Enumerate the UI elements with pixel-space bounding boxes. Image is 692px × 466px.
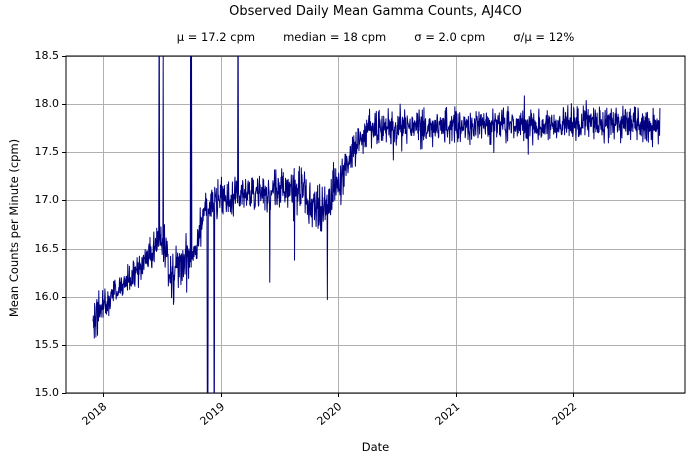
gamma-counts-line <box>92 56 661 393</box>
y-tick-16.5: 16.5 <box>34 241 60 255</box>
chart-title: Observed Daily Mean Gamma Counts, AJ4CO <box>229 4 522 19</box>
y-tick-15.5: 15.5 <box>34 337 60 351</box>
stat-sigma: σ = 2.0 cpm <box>414 30 486 44</box>
stat-sigma-over-mu: σ/μ = 12% <box>513 30 575 44</box>
y-tick-18.5: 18.5 <box>34 49 60 62</box>
stat-mu: μ = 17.2 cpm <box>176 30 256 44</box>
plot-frame <box>65 55 686 394</box>
axis-tick-marks <box>62 56 574 397</box>
y-tick-17.5: 17.5 <box>34 145 60 159</box>
y-tick-18.0: 18.0 <box>34 97 60 111</box>
y-tick-15.0: 15.0 <box>34 386 60 399</box>
stat-median: median = 18 cpm <box>283 30 387 44</box>
chart-stats-subtitle: μ = 17.2 cpm median = 18 cpm σ = 2.0 cpm… <box>66 30 685 44</box>
y-tick-17.0: 17.0 <box>34 193 60 207</box>
x-axis-label: Date <box>361 440 390 454</box>
y-tick-16.0: 16.0 <box>34 289 60 303</box>
